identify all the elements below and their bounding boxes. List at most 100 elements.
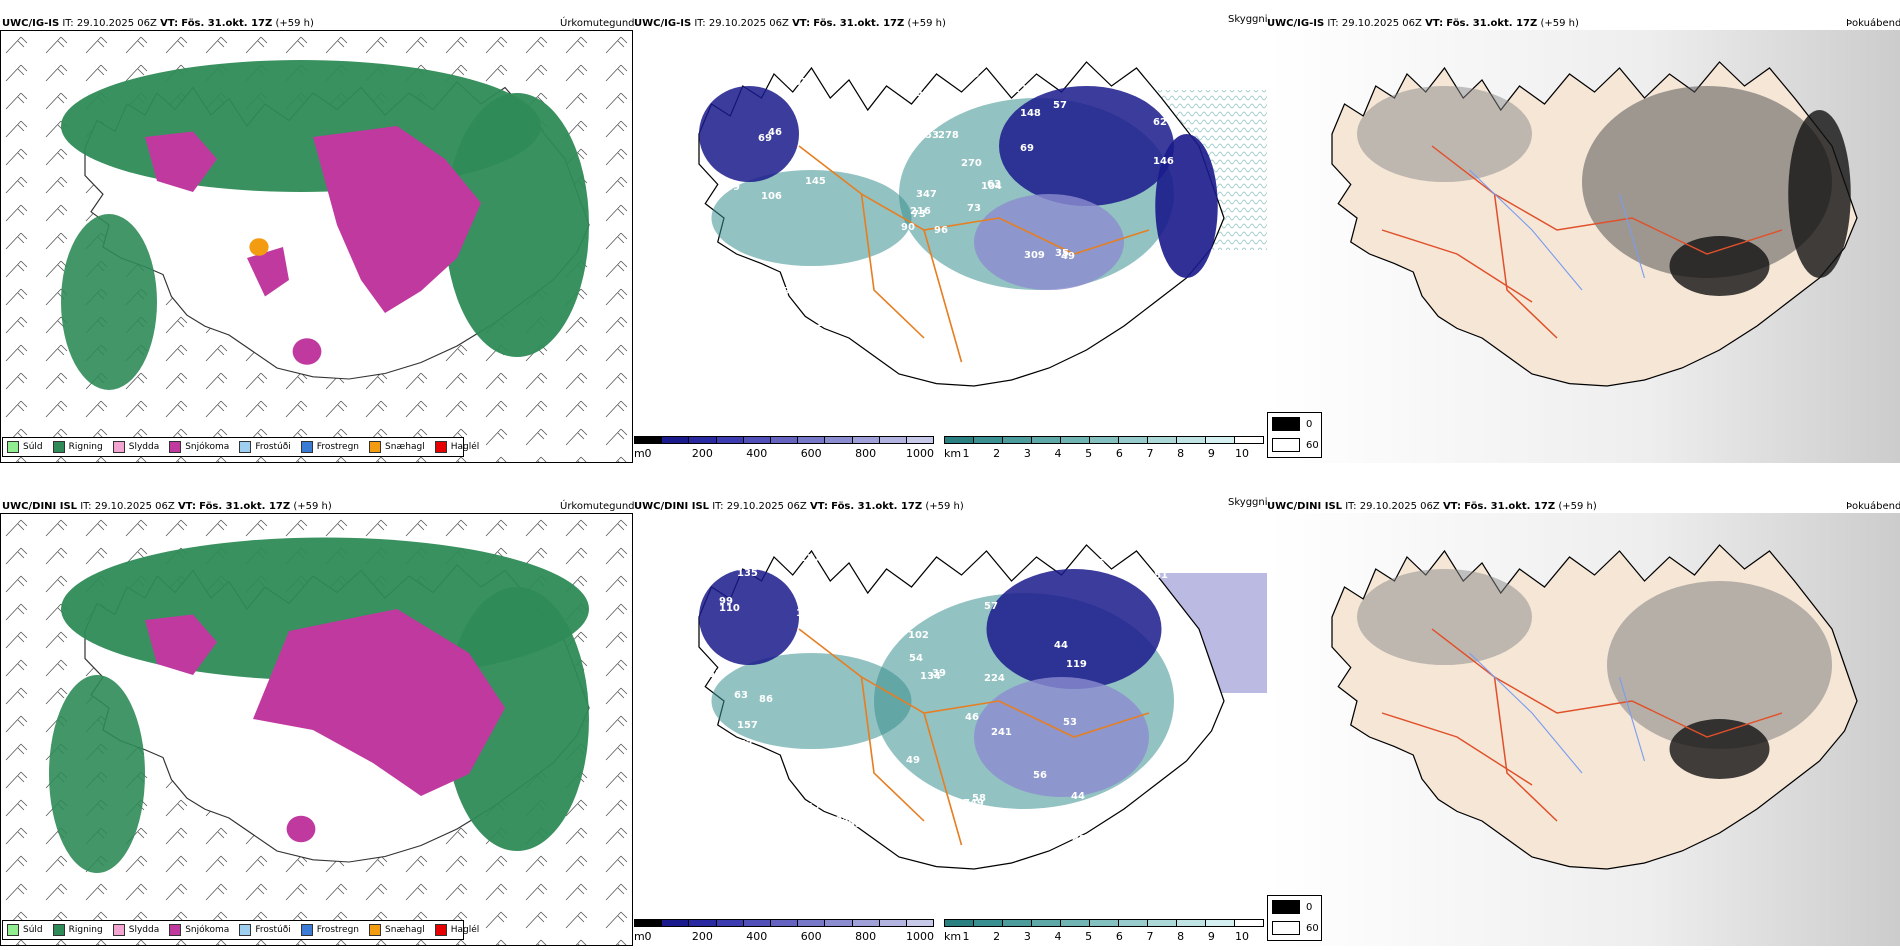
cloud-base-label: 175 <box>897 547 918 558</box>
cloud-base-label: 69 <box>1020 143 1034 154</box>
colorbar-step <box>852 437 880 443</box>
cloud-base-label: 63 <box>987 179 1001 190</box>
row0-vis-map: 96 69 73 109 104 51 226 278 148 73 107 165 106 62 90 69… <box>634 30 1267 463</box>
row0-precip-svg <box>1 31 632 462</box>
cloud-base-label: 157 <box>737 720 758 731</box>
row1-fog-title: Þokuábendi <box>1846 501 1900 512</box>
cloud-base-label: 102 <box>908 630 929 641</box>
cloud-base-label: 81 <box>1154 570 1168 581</box>
row1-lead: (+59 h) <box>293 501 332 512</box>
cloud-base-label: 59 <box>784 348 798 359</box>
fog-label-low: 60 <box>1306 440 1319 451</box>
cloud-base-label: 24 <box>965 69 979 80</box>
colorbar-step <box>743 920 771 926</box>
legend-item: Frostúði <box>239 441 291 453</box>
cloud-base-label: 123 <box>833 624 854 635</box>
row0-vis-title: Skyggni <box>1228 14 1268 25</box>
row0-cloud-unit: m <box>634 447 645 460</box>
tick-label: 400 <box>746 930 768 943</box>
cloud-base-label: 56 <box>1033 770 1047 781</box>
row0-fog-title: Þokuábendi <box>1846 18 1900 29</box>
row0-init-label: IT: <box>62 18 74 29</box>
legend-item: Slydda <box>112 924 159 936</box>
cloud-base-label: 35 <box>1091 558 1105 569</box>
row1-vis-valid-time: Fös. 31.okt. 17Z <box>831 501 923 512</box>
row0-vis-model: UWC/IG-IS <box>634 18 692 29</box>
row0-vis-valid-label: VT: <box>792 18 811 29</box>
cloud-base-label: 48 <box>1150 586 1164 597</box>
legend-swatch <box>369 441 382 453</box>
legend-swatch <box>112 441 125 453</box>
legend-swatch <box>300 441 313 453</box>
row1-fog-map <box>1267 513 1900 946</box>
cloud-base-label: 346 <box>869 164 890 175</box>
tick-label: 400 <box>746 447 768 460</box>
cloud-base-label: 44 <box>1071 791 1085 802</box>
cloud-base-label: 51 <box>1107 343 1121 354</box>
tick-label: 200 <box>691 447 713 460</box>
fog-label-low: 60 <box>1306 923 1319 934</box>
cloud-base-label: 70 <box>831 284 845 295</box>
row0-header-fog: UWC/IG-IS IT: 29.10.2025 06Z VT: Fös. 31… <box>1267 18 1579 29</box>
colorbar-step <box>662 437 690 443</box>
row1-cloud-colorbar <box>634 919 934 927</box>
colorbar-step <box>1090 920 1119 926</box>
cloud-base-label: 78 <box>856 166 870 177</box>
row1-model: UWC/DINI ISL <box>2 501 78 512</box>
legend-label: Snæhagl <box>385 442 425 452</box>
row0-fog-legend: 0 60 <box>1267 412 1322 458</box>
colorbar-step <box>945 920 974 926</box>
row1-fog-valid-time: Fös. 31.okt. 17Z <box>1464 501 1556 512</box>
tick-label: 7 <box>1146 447 1154 460</box>
cloud-base-label: 285 <box>841 819 862 830</box>
legend-swatch <box>52 924 65 936</box>
row0-vis-valid-time: Fös. 31.okt. 17Z <box>813 18 905 29</box>
row0-precip-title: Úrkomutegund <box>560 18 635 29</box>
cloud-base-label: 270 <box>961 158 982 169</box>
fog-swatch-high <box>1272 417 1300 431</box>
cloud-base-label: 73 <box>967 203 981 214</box>
colorbar-step <box>716 920 744 926</box>
row0-vis-init-time: 29.10.2025 06Z <box>708 18 789 29</box>
colorbar-step <box>945 437 974 443</box>
colorbar-step <box>1177 437 1206 443</box>
cloud-base-label: 46 <box>768 127 782 138</box>
colorbar-step <box>798 920 826 926</box>
legend-item: Snjókoma <box>169 441 229 453</box>
row0-fog-valid-time: Fös. 31.okt. 17Z <box>1446 18 1538 29</box>
colorbar-step <box>1206 437 1235 443</box>
legend-swatch <box>369 924 382 936</box>
row0-vis-lead: (+59 h) <box>907 18 946 29</box>
tick-label: 8 <box>1177 930 1185 943</box>
cloud-base-label: 49 <box>906 755 920 766</box>
colorbar-step <box>1090 437 1119 443</box>
row0-fog-init-label: IT: <box>1327 18 1339 29</box>
legend-item: Rigning <box>52 441 103 453</box>
row1-vis-init-time: 29.10.2025 06Z <box>726 501 807 512</box>
cloud-base-label: 298 <box>776 286 797 297</box>
row0-header: UWC/IG-IS IT: 29.10.2025 06Z VT: Fös. 31… <box>2 18 314 29</box>
row1-vis-map: 53 37 44 81 99 107 86 57 102 35 39 53 175 110 126 59 58 6… <box>634 513 1267 946</box>
row1-vis-unit: km <box>944 930 962 943</box>
legend-label: Súld <box>23 925 43 935</box>
legend-item: Snjókoma <box>169 924 229 936</box>
cloud-base-label: 35 <box>1055 248 1069 259</box>
row1-vis-svg: 53 37 44 81 99 107 86 57 102 35 39 53 175 110 126 59 58 6… <box>698 544 1267 870</box>
colorbar-step <box>689 920 717 926</box>
tick-label: 9 <box>1207 930 1215 943</box>
row0-fog-svg <box>1267 30 1900 463</box>
cloud-base-label: 126 <box>796 608 817 619</box>
legend-item: Haglél <box>434 441 479 453</box>
cloud-base-label: 54 <box>909 653 923 664</box>
cloud-base-label: 57 <box>984 601 998 612</box>
legend-label: Snjókoma <box>185 442 230 452</box>
cloud-base-label: 40 <box>1140 312 1154 323</box>
row1-vis-init-label: IT: <box>712 501 724 512</box>
tick-label: 600 <box>800 447 822 460</box>
tick-label: 0 <box>644 930 652 943</box>
row1-cloud-unit: m <box>634 930 645 943</box>
row1-precip-legend: Súld Rigning Slydda Snjókoma Frostúði Fr… <box>2 920 479 940</box>
cloud-base-label: 39 <box>932 668 946 679</box>
colorbar-step <box>1003 437 1032 443</box>
fog-label-high: 0 <box>1306 902 1313 913</box>
